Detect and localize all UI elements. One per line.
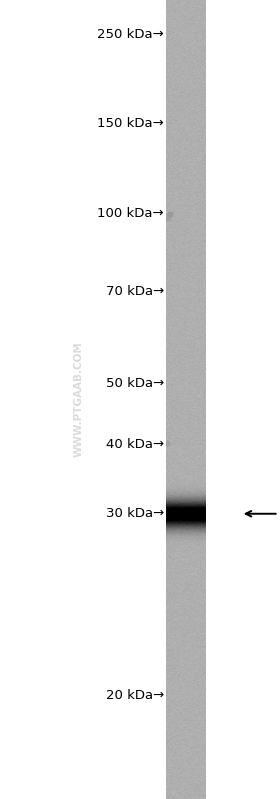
Text: 100 kDa→: 100 kDa→ [97,207,164,220]
Text: WWW.PTGAAB.COM: WWW.PTGAAB.COM [73,342,83,457]
Text: 250 kDa→: 250 kDa→ [97,28,164,41]
Text: 20 kDa→: 20 kDa→ [106,689,164,702]
Text: 70 kDa→: 70 kDa→ [106,285,164,298]
Text: 150 kDa→: 150 kDa→ [97,117,164,130]
Text: 30 kDa→: 30 kDa→ [106,507,164,520]
Text: 50 kDa→: 50 kDa→ [106,377,164,390]
Text: 40 kDa→: 40 kDa→ [106,438,164,451]
